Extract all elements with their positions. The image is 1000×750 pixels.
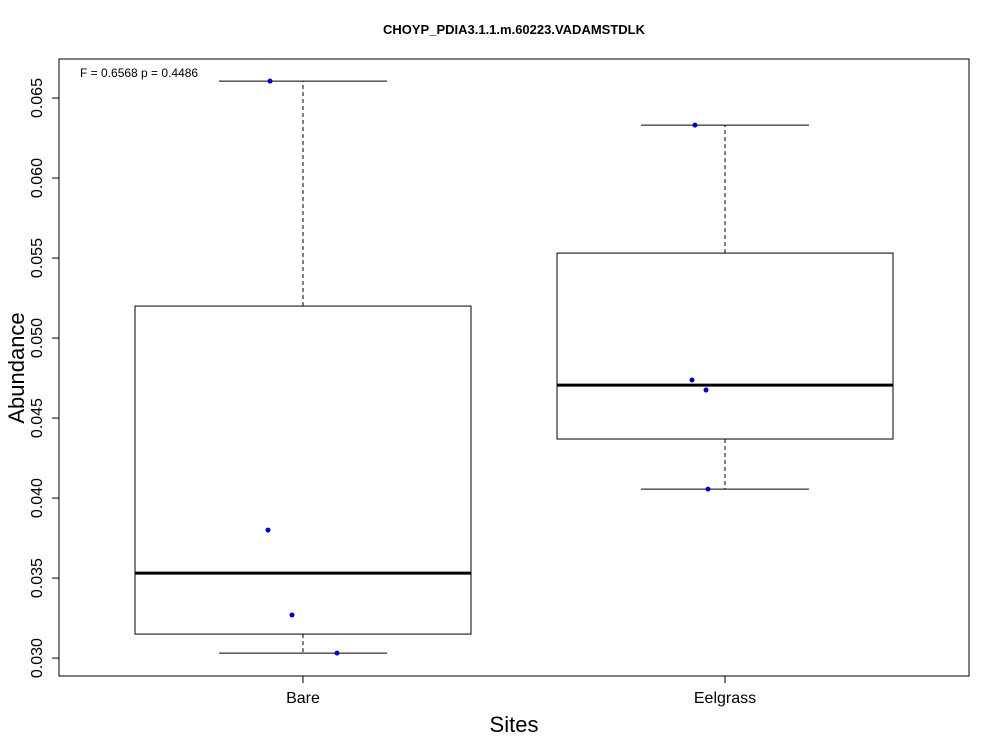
- annotation: F = 0.6568 p = 0.4486: [80, 66, 198, 80]
- data-point: [705, 486, 711, 492]
- chart-title: CHOYP_PDIA3.1.1.m.60223.VADAMSTDLK: [383, 22, 646, 37]
- x-tick-label: Eelgrass: [694, 690, 756, 707]
- y-tick-label: 0.035: [29, 558, 46, 598]
- data-point: [703, 387, 709, 393]
- plot-frame: [58, 58, 970, 677]
- y-tick-label: 0.030: [29, 638, 46, 678]
- y-tick-label: 0.050: [29, 318, 46, 358]
- y-axis-label: Abundance: [4, 312, 29, 423]
- x-tick-label: Bare: [286, 690, 320, 707]
- data-point: [267, 78, 273, 84]
- y-tick-label: 0.045: [29, 398, 46, 438]
- data-point: [334, 650, 340, 656]
- y-tick-label: 0.060: [29, 158, 46, 198]
- data-point: [689, 377, 695, 383]
- data-point: [289, 612, 295, 618]
- box: [134, 305, 472, 635]
- data-point: [265, 527, 271, 533]
- y-tick-label: 0.055: [29, 238, 46, 278]
- y-tick-label: 0.040: [29, 478, 46, 518]
- x-axis-label: Sites: [490, 712, 539, 737]
- data-point: [692, 122, 698, 128]
- y-tick-label: 0.065: [29, 78, 46, 118]
- box: [556, 252, 894, 440]
